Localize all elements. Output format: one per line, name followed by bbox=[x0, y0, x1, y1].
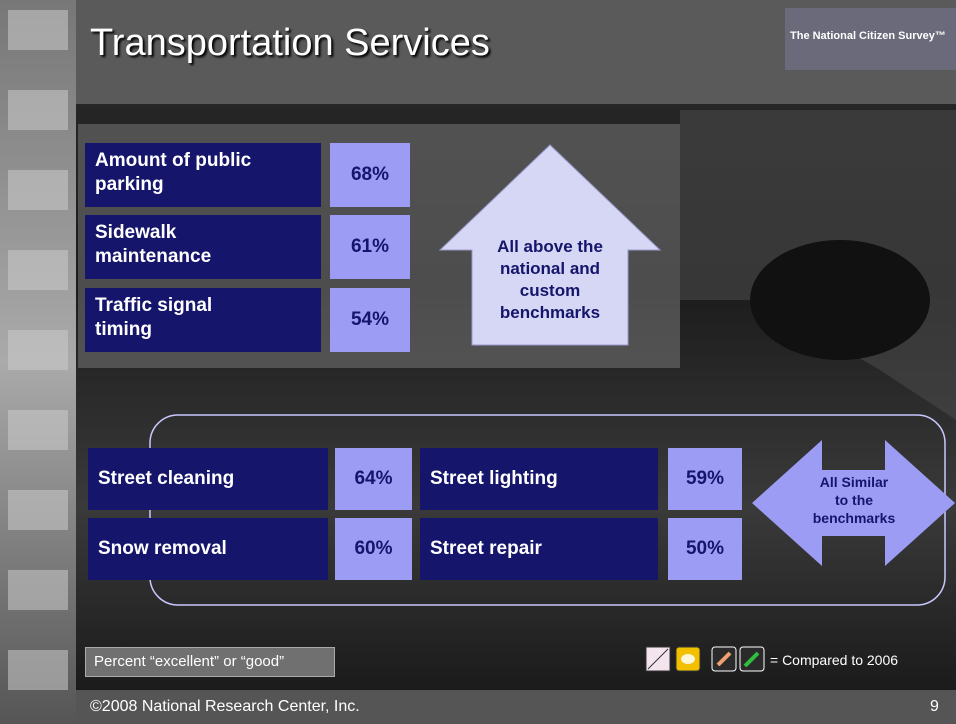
item-value: 61% bbox=[330, 215, 410, 279]
slide: Transportation Services The National Cit… bbox=[0, 0, 956, 724]
page-number: 9 bbox=[930, 698, 939, 716]
legend-text: = Compared to 2006 bbox=[770, 652, 898, 668]
background-art bbox=[0, 0, 956, 724]
item-value: 60% bbox=[335, 518, 412, 580]
item-label: Street lighting bbox=[420, 448, 658, 510]
arrow-text: All above the national and custom benchm… bbox=[472, 236, 628, 324]
footer: ©2008 National Research Center, Inc. bbox=[90, 698, 360, 716]
item-value: 50% bbox=[668, 518, 742, 580]
item-value: 68% bbox=[330, 143, 410, 207]
logo-text: The National Citizen Survey™ bbox=[790, 30, 946, 42]
item-value: 59% bbox=[668, 448, 742, 510]
item-value: 54% bbox=[330, 288, 410, 352]
item-label: Sidewalk maintenance bbox=[85, 215, 321, 279]
item-label: Snow removal bbox=[88, 518, 328, 580]
arrow-text: All Similar to the benchmarks bbox=[812, 473, 896, 527]
slide-title: Transportation Services bbox=[90, 22, 490, 65]
item-label: Amount of public parking bbox=[85, 143, 321, 207]
item-label: Street repair bbox=[420, 518, 658, 580]
item-label: Traffic signal timing bbox=[85, 288, 321, 352]
item-value: 64% bbox=[335, 448, 412, 510]
item-label: Street cleaning bbox=[88, 448, 328, 510]
note: Percent “excellent” or “good” bbox=[85, 647, 335, 677]
